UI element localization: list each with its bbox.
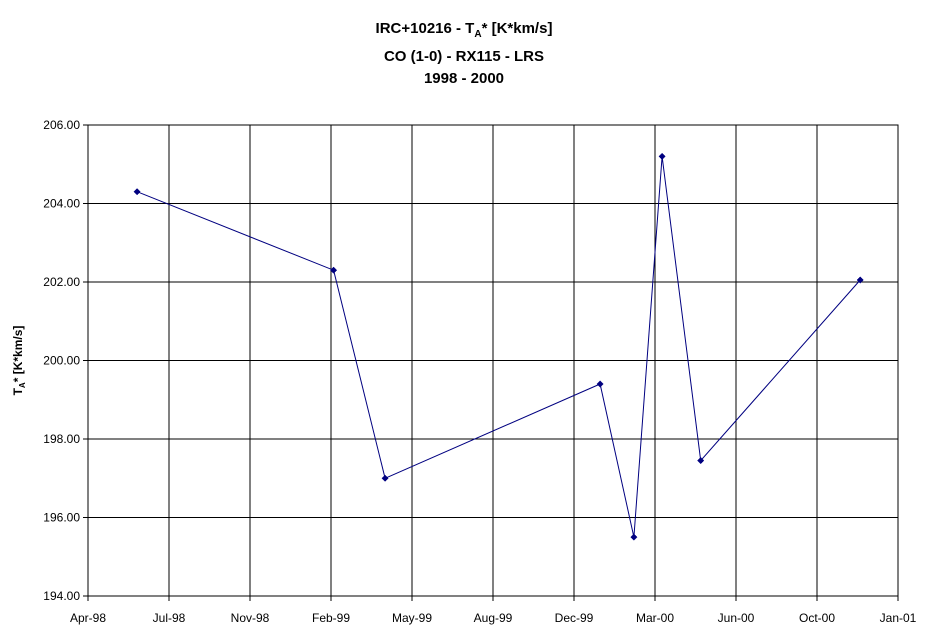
x-tick-label: Jun-00	[718, 611, 755, 625]
x-tick-label: Apr-98	[70, 611, 106, 625]
data-point	[856, 276, 864, 284]
y-tick-label: 196.00	[43, 511, 80, 525]
title-line-2: CO (1-0) - RX115 - LRS	[383, 48, 545, 65]
x-tick-label: Jan-01	[880, 611, 917, 625]
x-tick-label: Jul-98	[153, 611, 186, 625]
y-tick-label: 200.00	[43, 354, 80, 368]
data-point	[658, 152, 666, 160]
y-tick-label: 206.00	[43, 118, 80, 132]
y-tick-label: 202.00	[43, 275, 80, 289]
y-axis-label: TA* [K*km/s]	[11, 326, 27, 396]
chart-title: IRC+10216 - TA* [K*km/s] CO (1-0) - RX11…	[0, 18, 928, 90]
x-tick-label: Nov-98	[231, 611, 270, 625]
data-point	[630, 533, 638, 541]
data-point	[697, 457, 705, 465]
y-tick-label: 204.00	[43, 197, 80, 211]
plot-border	[87, 124, 899, 597]
title-line-3: 1998 - 2000	[423, 70, 505, 87]
data-point	[596, 380, 604, 388]
y-tick-label: 194.00	[43, 589, 80, 603]
title-line-1: IRC+10216 - TA* [K*km/s]	[375, 20, 553, 40]
x-tick-label: May-99	[392, 611, 432, 625]
y-tick-label: 198.00	[43, 432, 80, 446]
x-tick-label: Mar-00	[636, 611, 674, 625]
x-tick-label: Oct-00	[799, 611, 835, 625]
x-tick-label: Aug-99	[474, 611, 513, 625]
data-point	[330, 266, 338, 274]
data-point	[381, 474, 389, 482]
data-point	[133, 188, 141, 196]
series-line	[136, 156, 861, 538]
x-tick-label: Dec-99	[555, 611, 594, 625]
x-tick-label: Feb-99	[312, 611, 350, 625]
